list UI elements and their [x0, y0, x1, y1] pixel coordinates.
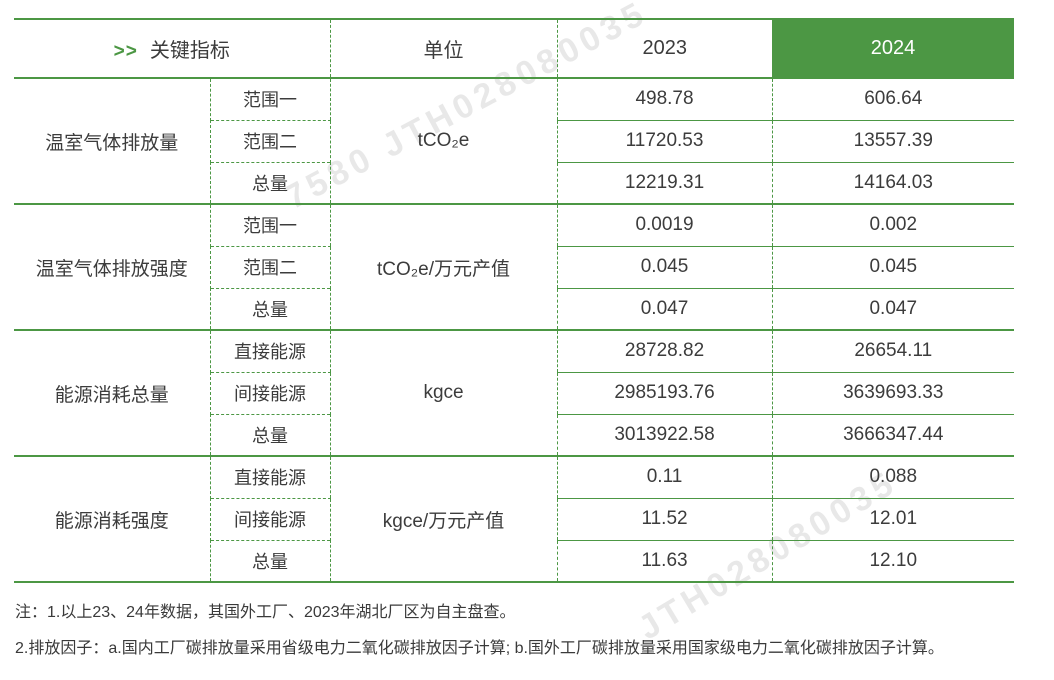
unit-cell: kgce	[329, 330, 558, 457]
footnote-1: 注：1.以上23、24年数据，其国外工厂、2023年湖北厂区为自主盘查。	[15, 604, 516, 621]
sub-label: 总量	[210, 162, 331, 205]
sub-label: 直接能源	[210, 330, 331, 373]
value-2023: 28728.82	[557, 330, 773, 373]
table-row: 温室气体排放量 范围一 tCO₂e 498.78 606.64	[14, 78, 1015, 205]
sub-label: 范围一	[210, 78, 331, 121]
value-2023: 11720.53	[557, 120, 773, 163]
value-2023: 2985193.76	[557, 372, 773, 415]
value-2023: 0.11	[557, 456, 773, 499]
unit-cell: kgce/万元产值	[329, 456, 558, 583]
value-2024: 0.088	[772, 456, 1015, 499]
value-2024: 12.01	[772, 498, 1015, 541]
value-2023: 11.63	[557, 540, 773, 583]
value-2023: 3013922.58	[557, 414, 773, 457]
group-label-energy-total: 能源消耗总量	[14, 330, 211, 457]
sub-label: 范围二	[210, 246, 331, 289]
table-row: 能源消耗总量 直接能源 kgce 28728.82 26654.11	[14, 330, 1015, 457]
footnote-2: 2.排放因子：a.国内工厂碳排放量采用省级电力二氧化碳排放因子计算; b.国外工…	[15, 640, 944, 657]
value-2024: 606.64	[772, 78, 1015, 121]
header-unit: 单位	[330, 18, 558, 79]
table-row: 总量 11.63 12.10	[14, 540, 1015, 583]
footnotes: 注：1.以上23、24年数据，其国外工厂、2023年湖北厂区为自主盘查。 2.排…	[15, 603, 1035, 675]
value-2023: 12219.31	[557, 162, 773, 205]
sub-label: 总量	[210, 540, 331, 583]
value-2024: 0.047	[772, 288, 1015, 331]
value-2024: 12.10	[772, 540, 1015, 583]
value-2024: 3639693.33	[772, 372, 1015, 415]
table-row: 温室气体排放强度 范围一 tCO₂e/万元产值 0.0019 0.002	[14, 204, 1015, 331]
sub-label: 总量	[210, 414, 331, 457]
table-row: 间接能源 11.52 12.01	[14, 498, 1015, 541]
header-year-2024: 2024	[772, 18, 1015, 79]
table-header-row: >> 关键指标 单位 2023 2024	[14, 18, 1015, 79]
table-row: 范围二 11720.53 13557.39	[14, 120, 1015, 163]
value-2024: 13557.39	[772, 120, 1015, 163]
sub-label: 范围二	[210, 120, 331, 163]
value-2023: 0.0019	[557, 204, 773, 247]
table-row: 总量 3013922.58 3666347.44	[14, 414, 1015, 457]
value-2023: 0.047	[557, 288, 773, 331]
value-2024: 0.045	[772, 246, 1015, 289]
value-2024: 14164.03	[772, 162, 1015, 205]
unit-cell: tCO₂e/万元产值	[329, 204, 558, 331]
key-indicators-table: >> 关键指标 单位 2023 2024 温室气体排放量 范围一 tCO₂e 49…	[14, 18, 1015, 583]
chevrons-icon: >>	[113, 41, 138, 62]
table-row: 能源消耗强度 直接能源 kgce/万元产值 0.11 0.088	[14, 456, 1015, 583]
sub-label: 范围一	[210, 204, 331, 247]
value-2024: 0.002	[772, 204, 1015, 247]
group-label-ghg-emissions: 温室气体排放量	[14, 78, 211, 205]
value-2023: 11.52	[557, 498, 773, 541]
sub-label: 总量	[210, 288, 331, 331]
unit-cell: tCO₂e	[329, 78, 558, 205]
table-row: 范围二 0.045 0.045	[14, 246, 1015, 289]
group-label-ghg-intensity: 温室气体排放强度	[14, 204, 211, 331]
sub-label: 间接能源	[210, 498, 331, 541]
table-row: 总量 0.047 0.047	[14, 288, 1015, 331]
table-row: 间接能源 2985193.76 3639693.33	[14, 372, 1015, 415]
value-2023: 0.045	[557, 246, 773, 289]
value-2024: 26654.11	[772, 330, 1015, 373]
sub-label: 间接能源	[210, 372, 331, 415]
header-key-indicators-label: 关键指标	[149, 40, 230, 62]
sub-label: 直接能源	[210, 456, 331, 499]
header-year-2023: 2023	[557, 18, 773, 79]
group-label-energy-intensity: 能源消耗强度	[14, 456, 211, 583]
table-row: 总量 12219.31 14164.03	[14, 162, 1015, 205]
header-key-indicators: >> 关键指标	[14, 18, 331, 79]
value-2024: 3666347.44	[772, 414, 1015, 457]
value-2023: 498.78	[557, 78, 773, 121]
